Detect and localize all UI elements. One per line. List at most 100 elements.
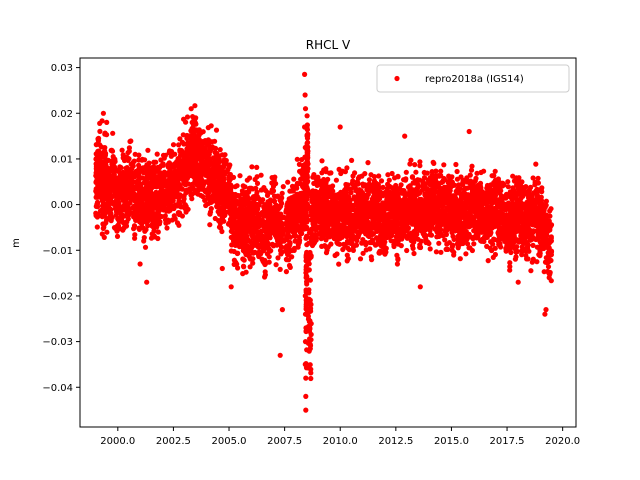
data-point: [306, 290, 312, 296]
data-point: [96, 135, 102, 141]
data-point: [233, 198, 239, 204]
data-point: [351, 194, 357, 200]
data-point: [441, 162, 447, 168]
data-point: [429, 188, 435, 195]
data-point: [306, 267, 312, 273]
data-point: [408, 157, 414, 163]
data-point: [448, 197, 454, 204]
data-point: [304, 152, 310, 158]
data-point: [202, 145, 208, 151]
data-point: [297, 230, 304, 236]
data-point: [411, 228, 417, 235]
data-point: [167, 180, 173, 186]
data-point: [212, 138, 218, 144]
data-point: [381, 250, 387, 256]
data-point: [403, 169, 409, 175]
data-point: [362, 194, 368, 200]
data-point: [446, 174, 452, 180]
data-point: [377, 250, 383, 256]
data-point: [394, 261, 400, 267]
data-point: [266, 246, 272, 252]
data-point: [425, 215, 431, 221]
data-point: [447, 208, 454, 215]
data-point: [165, 217, 171, 223]
data-point: [305, 139, 311, 146]
data-point: [366, 177, 372, 183]
data-point: [424, 170, 430, 176]
data-point: [460, 240, 466, 247]
data-point: [266, 200, 272, 206]
data-point: [308, 331, 314, 338]
data-point: [170, 198, 176, 204]
data-point: [315, 193, 321, 200]
data-point: [96, 149, 102, 155]
data-point: [220, 209, 226, 215]
data-point: [453, 161, 459, 168]
data-point: [224, 169, 230, 175]
data-point: [426, 240, 432, 247]
data-point: [126, 184, 132, 190]
data-point: [234, 192, 240, 199]
data-point: [420, 178, 426, 184]
data-point: [428, 232, 435, 238]
data-point: [229, 242, 235, 248]
data-point: [200, 129, 206, 135]
data-point: [336, 261, 342, 267]
data-point: [340, 168, 346, 174]
data-point: [309, 241, 315, 247]
data-point: [308, 209, 314, 215]
data-point: [409, 174, 415, 180]
data-point: [273, 181, 279, 187]
data-point: [179, 213, 185, 219]
data-point: [317, 226, 323, 232]
data-point: [398, 228, 404, 234]
data-point: [327, 208, 333, 214]
data-point: [307, 297, 313, 303]
data-point: [225, 209, 231, 215]
data-point: [304, 185, 310, 191]
data-point: [455, 223, 462, 229]
data-point: [151, 172, 157, 178]
data-point: [460, 204, 466, 210]
data-point: [132, 173, 138, 179]
data-point: [399, 188, 406, 194]
data-point: [402, 204, 408, 210]
data-point: [141, 238, 147, 244]
data-point: [124, 165, 130, 171]
data-point: [136, 168, 142, 174]
data-point: [411, 213, 417, 219]
data-point: [144, 174, 150, 180]
data-point: [213, 127, 220, 133]
data-point: [380, 237, 386, 243]
data-point: [378, 178, 385, 184]
data-point: [135, 208, 141, 214]
data-point: [126, 145, 132, 151]
data-point: [118, 165, 124, 171]
data-point: [376, 197, 382, 203]
data-point: [225, 221, 232, 227]
data-point: [230, 174, 237, 180]
data-point: [327, 193, 333, 200]
data-point: [412, 180, 418, 186]
data-point: [433, 168, 439, 174]
data-point: [304, 164, 310, 170]
data-point: [206, 180, 212, 186]
data-point: [166, 193, 172, 199]
data-point: [243, 234, 249, 240]
data-point: [277, 266, 283, 272]
data-point: [158, 189, 165, 195]
data-point: [109, 158, 115, 164]
data-point: [126, 170, 132, 176]
data-point: [452, 182, 458, 188]
data-point: [463, 251, 469, 257]
data-point: [283, 269, 289, 275]
data-point: [252, 176, 258, 183]
data-point: [404, 247, 410, 254]
data-point: [398, 234, 404, 240]
data-point: [411, 250, 417, 257]
data-point: [446, 188, 453, 194]
data-point: [274, 193, 280, 199]
data-point: [115, 223, 122, 229]
data-point: [273, 262, 279, 268]
